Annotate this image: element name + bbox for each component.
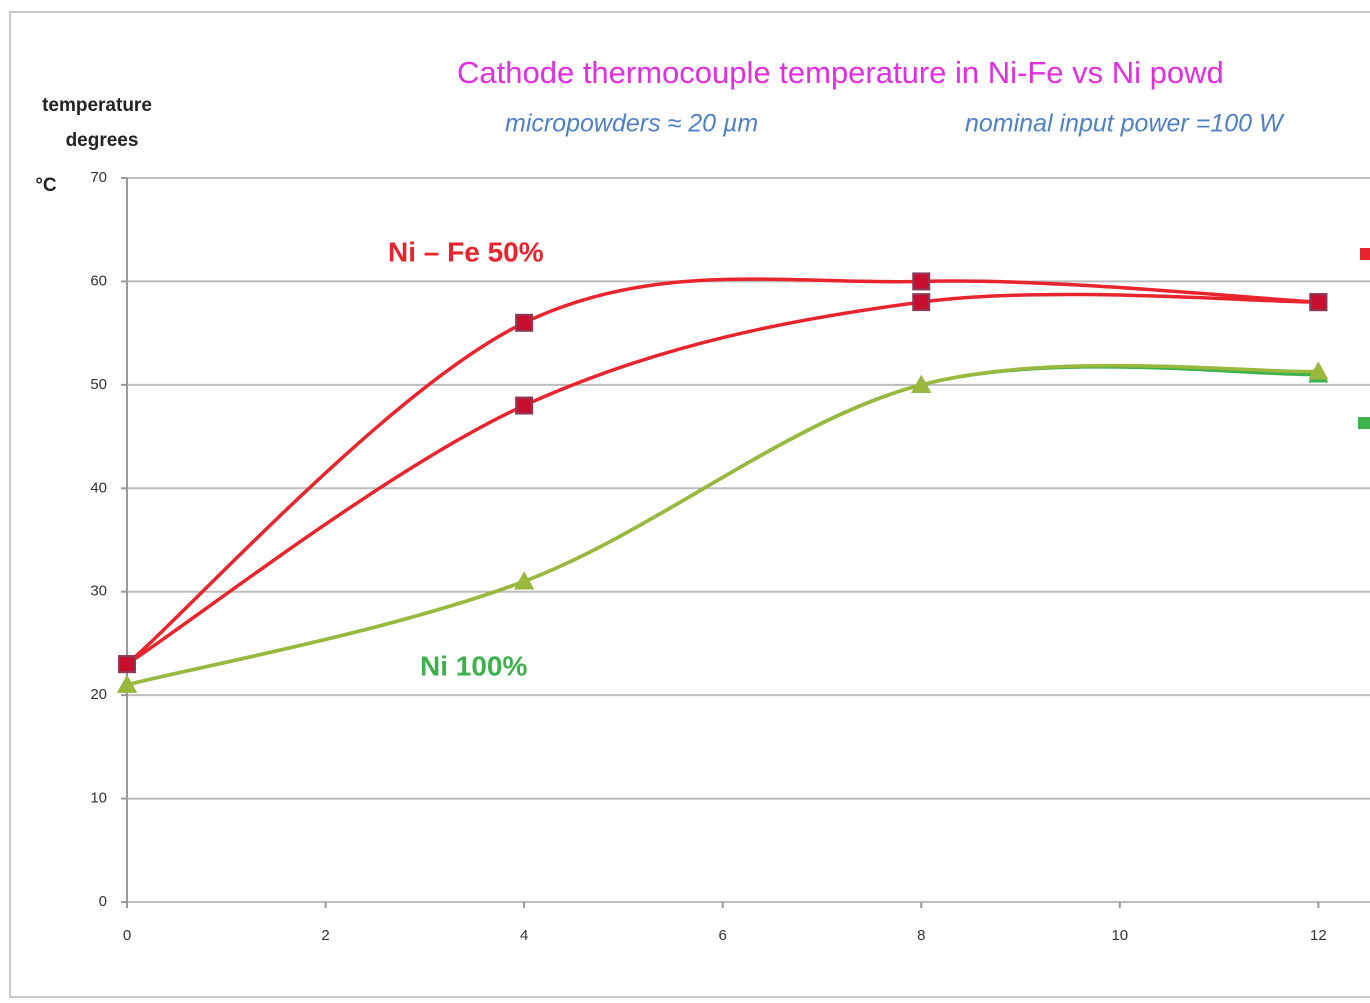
marker <box>117 674 137 693</box>
marker <box>911 374 932 393</box>
annotation: Ni 100% <box>420 650 527 681</box>
legend-marker <box>1358 417 1370 429</box>
series-line <box>125 277 1319 666</box>
y-tick-label: 20 <box>90 686 107 703</box>
marker <box>514 571 535 590</box>
x-tick-label: 6 <box>719 927 727 944</box>
series-line <box>126 363 1319 687</box>
marker <box>515 396 534 415</box>
x-tick-label: 12 <box>1310 927 1327 944</box>
chart-title: Cathode thermocouple temperature in Ni-F… <box>457 55 1224 90</box>
marker <box>118 655 136 674</box>
marker <box>1309 293 1328 312</box>
y-tick-label: 50 <box>90 376 107 393</box>
y-tick-label: 70 <box>90 169 107 186</box>
marker <box>1308 361 1329 380</box>
x-tick-label: 8 <box>917 927 925 944</box>
y-axis-label: temperature <box>42 95 152 116</box>
y-tick-label: 0 <box>99 893 107 910</box>
x-tick-label: 2 <box>321 927 329 944</box>
x-tick-label: 4 <box>520 927 528 944</box>
marker <box>912 272 931 291</box>
annotation: Ni – Fe 50% <box>388 236 544 267</box>
y-axis-label: degrees <box>66 130 139 151</box>
y-tick-label: 40 <box>90 479 107 496</box>
marker <box>912 293 931 312</box>
series-line <box>126 292 1319 666</box>
y-tick-label: 60 <box>90 272 107 289</box>
frame <box>9 11 1370 998</box>
series-line <box>126 365 1319 687</box>
y-tick-label: 10 <box>90 790 107 807</box>
x-tick-label: 10 <box>1111 927 1128 944</box>
y-tick-label: 30 <box>90 583 107 600</box>
marker <box>515 313 534 332</box>
legend-marker <box>1360 248 1370 260</box>
subtitle: micropowders ≈ 20 µm <box>505 110 758 138</box>
y-axis-label: °C <box>35 175 57 196</box>
subtitle: nominal input power =100 W <box>965 110 1285 138</box>
x-tick-label: 0 <box>123 927 131 944</box>
